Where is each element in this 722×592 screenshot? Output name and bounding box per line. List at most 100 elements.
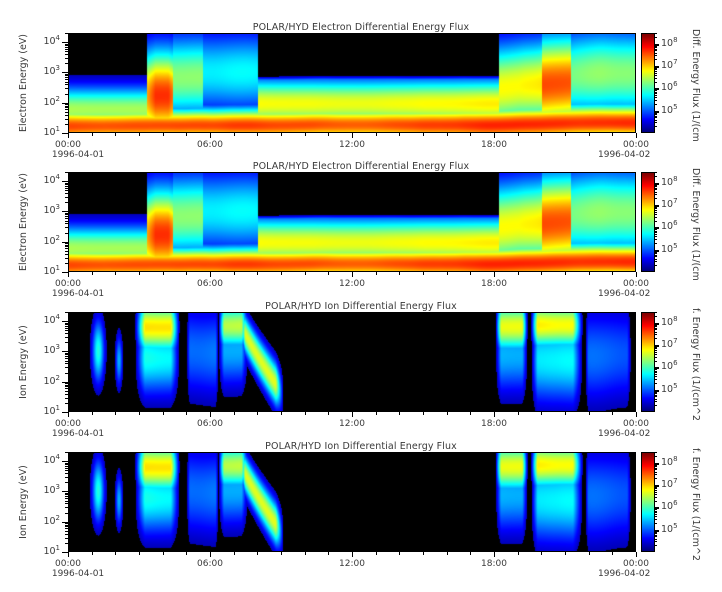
y-tick-label: 102: [43, 94, 60, 108]
x-tick-label: 00:00: [623, 279, 649, 289]
colorbar-title: f. Energy Flux (1/(cm^2: [690, 448, 701, 561]
colorbar-tick-label: 105: [661, 381, 678, 395]
panel-title: POLAR/HYD Ion Differential Energy Flux: [265, 441, 457, 452]
y-minor-tick: [65, 218, 68, 219]
x-tick-label: 18:00: [481, 559, 507, 569]
y-minor-tick: [65, 501, 68, 502]
y-minor-tick: [65, 190, 68, 191]
y-minor-tick: [65, 188, 68, 189]
x-minor-tick: [447, 552, 448, 555]
x-minor-tick: [328, 412, 329, 415]
y-minor-tick: [65, 538, 68, 539]
x-minor-tick: [92, 412, 93, 415]
y-minor-tick: [65, 403, 68, 404]
y-axis-label: Ion Energy (eV): [18, 465, 29, 539]
colorbar-minor-tick: [655, 531, 657, 532]
x-minor-tick: [115, 133, 116, 136]
colorbar-minor-tick: [655, 509, 657, 510]
x-major-tick: [210, 552, 211, 557]
x-major-tick: [636, 133, 637, 138]
colorbar-minor-tick: [655, 259, 657, 260]
y-minor-tick: [65, 213, 68, 214]
y-minor-tick: [65, 398, 68, 399]
colorbar-minor-tick: [655, 376, 657, 377]
colorbar-minor-tick: [655, 217, 657, 218]
y-axis-label: Ion Energy (eV): [18, 325, 29, 399]
y-minor-tick: [65, 358, 68, 359]
panel-title: POLAR/HYD Electron Differential Energy F…: [252, 161, 470, 172]
colorbar-minor-tick: [655, 208, 657, 209]
spectrogram-plot-area[interactable]: [68, 312, 636, 412]
x-tick-label: 12:00: [339, 140, 365, 150]
colorbar-minor-tick: [655, 541, 657, 542]
x-minor-tick: [447, 412, 448, 415]
x-minor-tick: [541, 133, 542, 136]
x-date-right: 1996-04-02: [598, 429, 651, 439]
colorbar-minor-tick: [655, 347, 657, 348]
spectrogram-plot-area[interactable]: [68, 172, 636, 272]
x-major-tick: [210, 133, 211, 138]
x-minor-tick: [612, 272, 613, 275]
x-minor-tick: [305, 272, 306, 275]
colorbar-major-tick: [655, 183, 659, 185]
y-minor-tick: [65, 107, 68, 108]
colorbar-tick-label: 106: [661, 499, 678, 513]
y-minor-tick: [65, 243, 68, 244]
y-tick-label: 103: [43, 64, 60, 78]
y-minor-tick: [65, 367, 68, 368]
colorbar-minor-tick: [655, 207, 657, 208]
colorbar-minor-tick: [655, 253, 657, 254]
colorbar-minor-tick: [655, 212, 657, 213]
y-minor-tick: [65, 184, 68, 185]
x-tick-label: 06:00: [197, 419, 223, 429]
x-date-left: 1996-04-01: [51, 429, 105, 439]
colorbar-tick-label: 108: [661, 174, 678, 188]
colorbar-title: f. Energy Flux (1/(cm^2: [690, 308, 701, 421]
x-minor-tick: [281, 133, 282, 136]
y-minor-tick: [65, 233, 68, 234]
colorbar-minor-tick: [655, 374, 657, 375]
colorbar-minor-tick: [655, 104, 657, 105]
x-date-right: 1996-04-02: [598, 569, 651, 579]
colorbar-tick-label: 106: [661, 80, 678, 94]
colorbar-minor-tick: [655, 465, 657, 466]
colorbar-minor-tick: [655, 232, 657, 233]
colorbar-minor-tick: [655, 350, 657, 351]
colorbar-minor-tick: [655, 334, 657, 335]
x-minor-tick: [257, 272, 258, 275]
x-minor-tick: [186, 552, 187, 555]
y-major-tick: [62, 412, 68, 413]
colorbar-minor-tick: [655, 116, 657, 117]
spectrogram-plot-area[interactable]: [68, 33, 636, 133]
colorbar-minor-tick: [655, 523, 657, 524]
colorbar-minor-tick: [655, 539, 657, 540]
y-major-tick: [62, 272, 68, 273]
y-minor-tick: [65, 361, 68, 362]
spectrogram-plot-area[interactable]: [68, 452, 636, 552]
x-minor-tick: [92, 272, 93, 275]
x-major-tick: [494, 133, 495, 138]
x-tick-label: 00:00: [55, 419, 81, 429]
x-minor-tick: [470, 412, 471, 415]
y-tick-label: 104: [43, 313, 60, 327]
x-minor-tick: [328, 552, 329, 555]
colorbar-minor-tick: [655, 533, 657, 534]
x-major-tick: [494, 412, 495, 417]
y-minor-tick: [65, 112, 68, 113]
y-minor-tick: [65, 496, 68, 497]
y-minor-tick: [65, 333, 68, 334]
colorbar-gradient: [642, 313, 654, 411]
y-major-tick: [62, 382, 68, 383]
y-minor-tick: [65, 525, 68, 526]
colorbar-minor-tick: [655, 536, 657, 537]
colorbar-minor-tick: [655, 33, 657, 34]
colorbar-minor-tick: [655, 512, 657, 513]
colorbar-minor-tick: [655, 126, 657, 127]
y-minor-tick: [65, 473, 68, 474]
colorbar-minor-tick: [655, 90, 657, 91]
colorbar-minor-tick: [655, 383, 657, 384]
colorbar-major-tick: [655, 485, 659, 487]
x-minor-tick: [139, 272, 140, 275]
x-minor-tick: [447, 133, 448, 136]
y-minor-tick: [65, 44, 68, 45]
